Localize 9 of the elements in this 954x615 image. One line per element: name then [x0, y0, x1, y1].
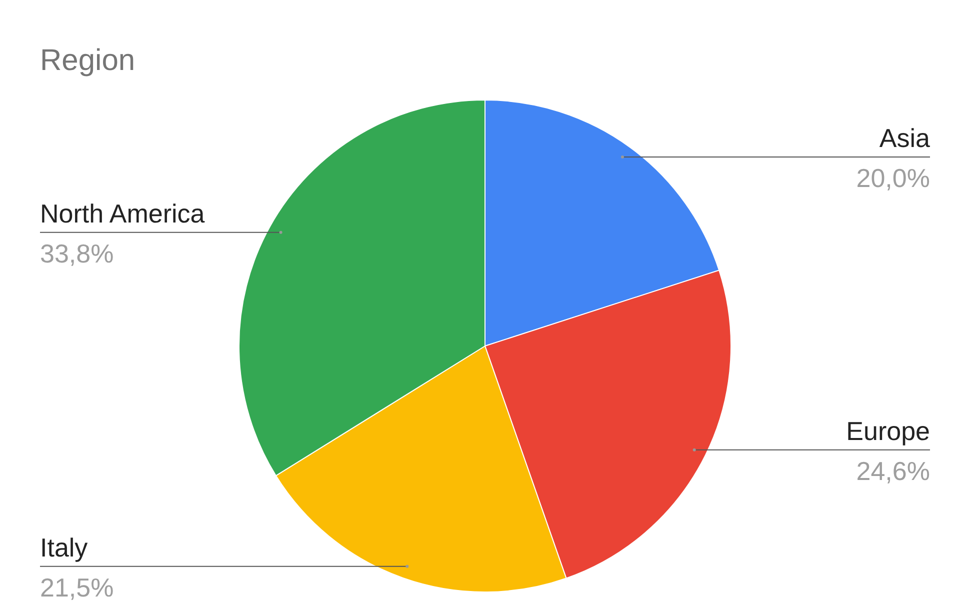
chart-title: Region — [40, 44, 136, 77]
slice-label: Europe — [846, 416, 930, 446]
data-label: 20,0% — [856, 163, 930, 194]
data-label: 24,6% — [856, 456, 930, 486]
slice-label: Asia — [879, 123, 931, 154]
data-label: 33,8% — [40, 238, 114, 268]
slice-label: Italy — [40, 532, 88, 562]
slice-label: North America — [40, 198, 206, 228]
data-label: 21,5% — [40, 572, 114, 602]
